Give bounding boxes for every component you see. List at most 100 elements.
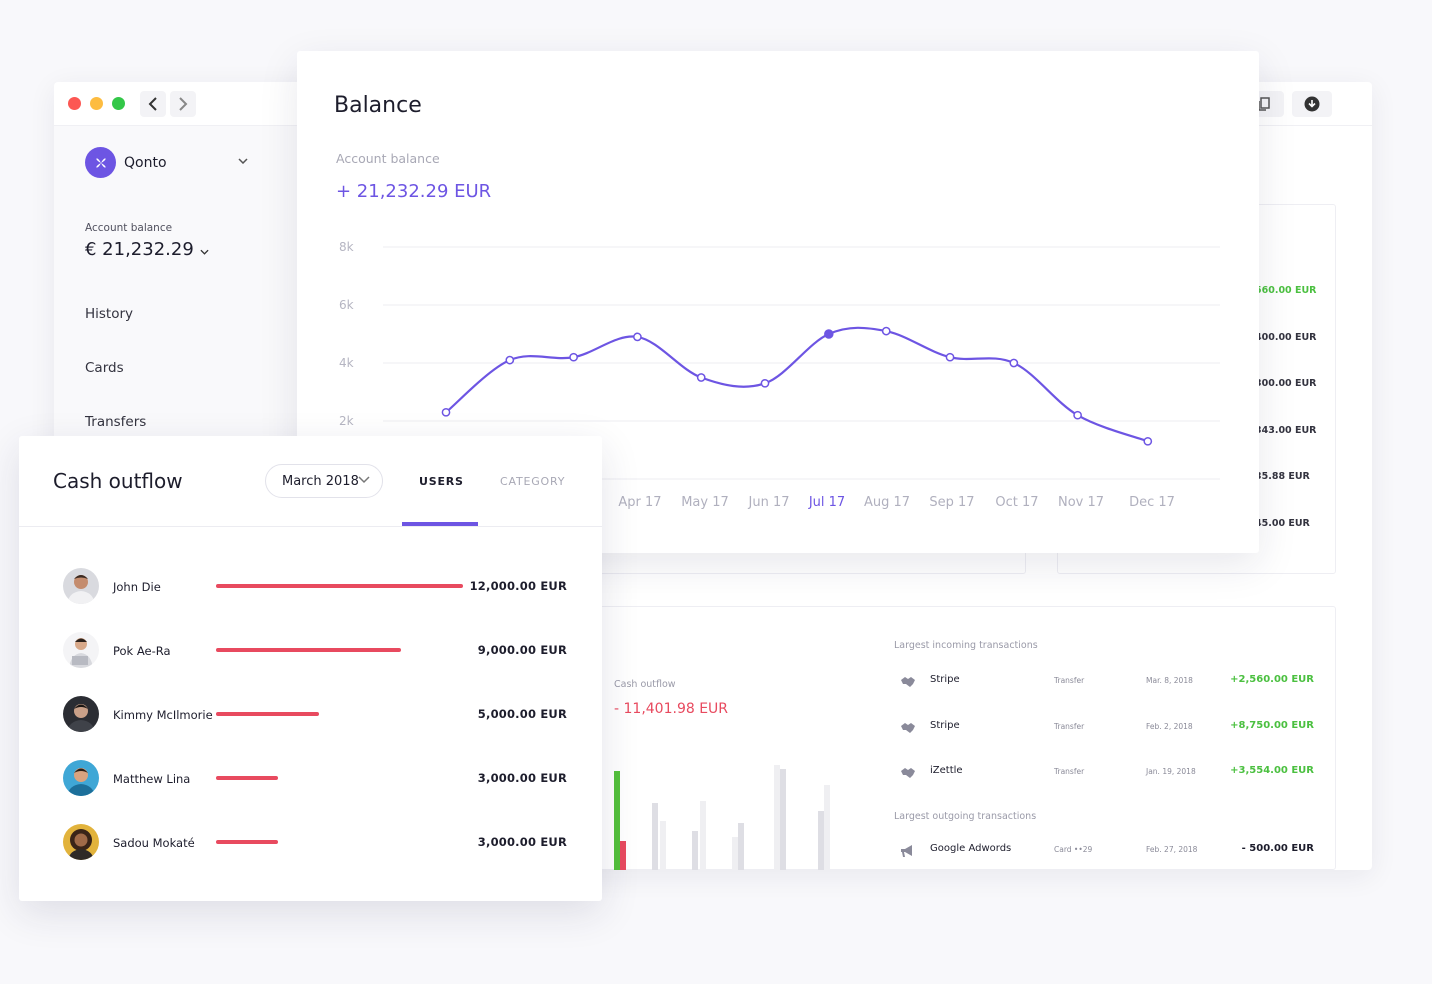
y-tick-label: 4k (339, 356, 354, 370)
transaction-amount: +2,560.00 EUR (1230, 674, 1314, 685)
download-button[interactable] (1292, 91, 1332, 117)
outflow-bar (620, 841, 626, 870)
transaction-row[interactable]: iZettle Transfer Jan. 19, 2018 +3,554.00… (894, 765, 1314, 781)
transaction-row[interactable]: Stripe Transfer Feb. 2, 2018 +8,750.00 E… (894, 720, 1314, 736)
account-balance-value: + 21,232.29 EUR (336, 181, 492, 202)
data-point[interactable] (1009, 358, 1019, 368)
avatar (63, 760, 99, 796)
user-name: Kimmy McIlmorie (113, 708, 213, 722)
qonto-logo-icon (85, 147, 116, 178)
data-point[interactable] (505, 355, 515, 365)
outflow-bar (780, 769, 786, 870)
tab-users[interactable]: USERS (419, 475, 464, 488)
transaction-row[interactable]: Google Adwords Card ••29 Feb. 27, 2018 -… (894, 843, 1314, 859)
transaction-name: iZettle (930, 765, 963, 776)
megaphone-icon (901, 845, 912, 857)
active-tab-indicator (402, 522, 478, 526)
user-amount-bar (216, 712, 319, 716)
data-point[interactable] (760, 378, 770, 388)
cash-outflow-value: - 11,401.98 EUR (614, 701, 729, 717)
user-amount: 9,000.00 EUR (477, 643, 567, 657)
outflow-bar (824, 785, 830, 870)
handshake-icon (901, 768, 915, 778)
balance-title: Balance (334, 93, 422, 118)
data-point[interactable] (696, 373, 706, 382)
x-tick-label[interactable]: Oct 17 (995, 495, 1038, 510)
transaction-date: Mar. 8, 2018 (1146, 676, 1193, 685)
outflow-bar (732, 837, 738, 870)
summary-value: 560.00 EUR (1255, 285, 1317, 296)
outflow-bar (660, 821, 666, 870)
sidebar-item-history[interactable]: History (85, 306, 134, 322)
summary-value: 35.88 EUR (1255, 471, 1310, 482)
chevron-down-icon[interactable] (238, 158, 248, 164)
sidebar-item-transfers[interactable]: Transfers (85, 414, 147, 430)
x-tick-label[interactable]: May 17 (681, 495, 729, 510)
x-tick-label[interactable]: Jul 17 (808, 495, 845, 510)
transaction-date: Jan. 19, 2018 (1146, 767, 1196, 776)
data-point[interactable] (1143, 436, 1153, 446)
close-window-button[interactable] (68, 97, 81, 110)
outflow-bar (652, 803, 658, 870)
user-name: Pok Ae-Ra (113, 644, 171, 658)
user-amount: 5,000.00 EUR (477, 707, 567, 721)
x-tick-label[interactable]: Nov 17 (1058, 495, 1104, 510)
user-amount-bar (216, 584, 463, 588)
data-point[interactable] (945, 352, 955, 362)
user-row[interactable]: Kimmy McIlmorie 5,000.00 EUR (19, 694, 602, 734)
divider (19, 526, 602, 527)
back-button[interactable] (140, 91, 166, 117)
outflow-bar (700, 801, 706, 870)
org-switcher[interactable]: Qonto (85, 147, 167, 178)
user-row[interactable]: Pok Ae-Ra 9,000.00 EUR (19, 630, 602, 670)
maximize-window-button[interactable] (112, 97, 125, 110)
avatar (63, 568, 99, 604)
user-row[interactable]: John Die 12,000.00 EUR (19, 566, 602, 606)
x-tick-label[interactable]: Aug 17 (864, 495, 910, 510)
balance-amount: € 21,232.29 (85, 239, 194, 260)
month-select-value: March 2018 (282, 473, 359, 489)
x-tick-label[interactable]: Dec 17 (1129, 495, 1175, 510)
x-tick-label[interactable]: Sep 17 (929, 495, 974, 510)
balance-line-chart: 8k 6k 4k 2k Apr 17 May 17 Jun 17 Jul 17 Aug 17 Se… (339, 240, 1220, 510)
balance-label: Account balance (85, 222, 173, 234)
user-name: John Die (113, 580, 161, 594)
summary-value: 45.00 EUR (1255, 518, 1310, 529)
forward-button[interactable] (170, 91, 196, 117)
cash-outflow-label: Cash outflow (614, 679, 676, 690)
data-point[interactable] (569, 352, 578, 362)
org-name: Qonto (124, 154, 167, 171)
user-amount: 3,000.00 EUR (477, 835, 567, 849)
summary-value: 300.00 EUR (1255, 378, 1317, 389)
month-select[interactable]: March 2018 (265, 464, 383, 498)
user-name: Matthew Lina (113, 772, 191, 786)
data-point[interactable] (1073, 410, 1082, 420)
x-tick-label[interactable]: Apr 17 (618, 495, 661, 510)
transaction-name: Stripe (930, 720, 960, 731)
tab-category[interactable]: CATEGORY (500, 475, 566, 488)
data-point[interactable] (824, 329, 834, 339)
user-amount: 3,000.00 EUR (477, 771, 567, 785)
transaction-type: Transfer (1054, 676, 1085, 685)
avatar (63, 632, 99, 668)
chevron-down-icon (199, 249, 209, 255)
user-row[interactable]: Matthew Lina 3,000.00 EUR (19, 758, 602, 798)
account-balance-label: Account balance (336, 151, 440, 166)
avatar (63, 824, 99, 860)
transaction-name: Stripe (930, 674, 960, 685)
data-point[interactable] (881, 326, 891, 336)
sidebar-item-cards[interactable]: Cards (85, 360, 124, 376)
transaction-date: Feb. 2, 2018 (1146, 722, 1193, 731)
data-point[interactable] (441, 407, 451, 417)
data-point[interactable] (633, 332, 642, 342)
cash-outflow-card: Cash outflow March 2018 USERS CATEGORY J… (19, 436, 602, 901)
x-tick-label[interactable]: Jun 17 (748, 495, 790, 510)
user-row[interactable]: Sadou Mokaté 3,000.00 EUR (19, 822, 602, 862)
transaction-row[interactable]: Stripe Transfer Mar. 8, 2018 +2,560.00 E… (894, 674, 1314, 690)
transaction-type: Transfer (1054, 767, 1085, 776)
minimize-window-button[interactable] (90, 97, 103, 110)
transaction-amount: - 500.00 EUR (1241, 843, 1314, 854)
copy-icon (1258, 97, 1270, 111)
chevron-left-icon (148, 97, 157, 111)
balance-value[interactable]: € 21,232.29 (85, 239, 209, 260)
